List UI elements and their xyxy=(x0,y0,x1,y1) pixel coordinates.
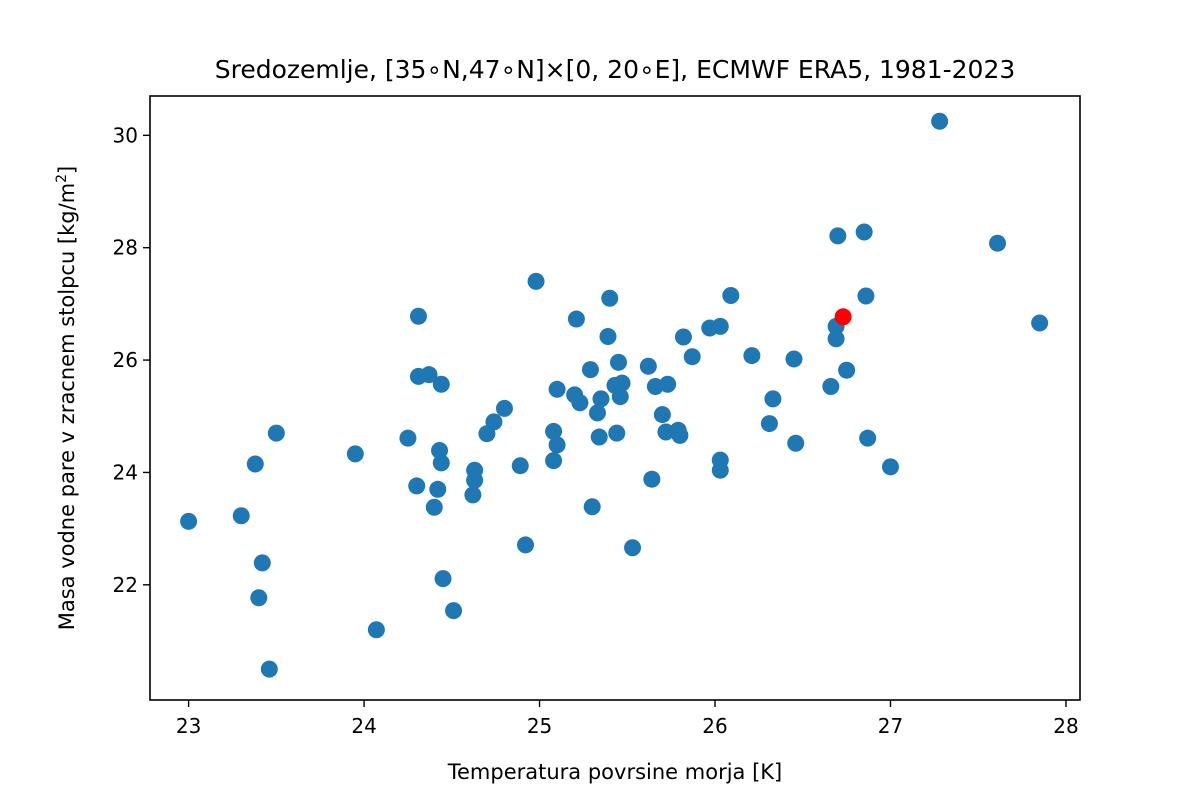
data-point xyxy=(246,455,264,473)
data-point xyxy=(989,234,1007,252)
data-point xyxy=(683,348,701,366)
data-point xyxy=(611,388,629,406)
data-point xyxy=(429,480,447,498)
x-tick-label: 26 xyxy=(702,714,727,738)
y-axis-label-main: Masa vodne pare v zracnem stolpcu [kg/m xyxy=(55,183,79,630)
data-point xyxy=(567,310,585,328)
x-tick-label: 24 xyxy=(351,714,376,738)
data-point xyxy=(855,223,873,241)
data-point xyxy=(581,361,599,379)
data-point xyxy=(583,498,601,516)
x-tick-label: 28 xyxy=(1053,714,1078,738)
data-point xyxy=(260,660,278,678)
data-point xyxy=(785,350,803,368)
data-point xyxy=(613,374,631,392)
data-point xyxy=(511,457,529,475)
data-point xyxy=(425,498,443,516)
data-point xyxy=(827,330,845,348)
data-point xyxy=(571,394,589,412)
data-point xyxy=(590,428,608,446)
x-tick-label: 27 xyxy=(878,714,903,738)
data-point xyxy=(610,353,628,371)
data-point xyxy=(653,406,671,424)
data-point xyxy=(495,399,513,417)
x-axis-label: Temperatura povrsine morja [K] xyxy=(447,760,783,784)
data-point xyxy=(931,112,949,130)
data-point xyxy=(545,452,563,470)
data-point xyxy=(624,539,642,557)
data-point xyxy=(367,621,385,639)
data-point xyxy=(517,536,535,554)
data-point xyxy=(588,404,606,422)
x-tick-label: 25 xyxy=(527,714,552,738)
data-point xyxy=(711,461,729,479)
data-point xyxy=(711,317,729,335)
y-tick-label: 28 xyxy=(113,236,138,260)
data-point xyxy=(787,434,805,452)
data-point xyxy=(760,415,778,433)
data-point xyxy=(420,366,438,384)
data-point xyxy=(432,454,450,472)
data-point xyxy=(857,287,875,305)
x-tick-label: 23 xyxy=(176,714,201,738)
y-axis-label-superscript: 2 xyxy=(54,174,70,183)
data-point xyxy=(346,445,364,463)
data-point xyxy=(743,347,761,365)
y-tick-label: 30 xyxy=(113,123,138,147)
y-tick-label: 26 xyxy=(113,348,138,372)
y-tick-label: 22 xyxy=(113,573,138,597)
plot-area-frame xyxy=(149,95,1081,701)
data-point xyxy=(548,380,566,398)
data-point xyxy=(527,272,545,290)
y-tick-label: 24 xyxy=(113,460,138,484)
data-point xyxy=(822,377,840,395)
data-point xyxy=(409,307,427,325)
data-point xyxy=(859,429,877,447)
data-point xyxy=(643,470,661,488)
data-point xyxy=(250,589,268,607)
data-point xyxy=(659,375,677,393)
y-axis-label: Masa vodne pare v zracnem stolpcu [kg/m2… xyxy=(54,166,79,631)
data-point xyxy=(466,471,484,489)
data-point xyxy=(829,227,847,245)
data-point xyxy=(464,486,482,504)
chart-title: Sredozemlje, [35∘N,47∘N]×[0, 20∘E], ECMW… xyxy=(215,55,1016,84)
data-point xyxy=(232,507,250,525)
data-point xyxy=(838,361,856,379)
y-axis-label-end: ] xyxy=(55,166,79,174)
data-point xyxy=(608,424,626,442)
data-point xyxy=(253,554,271,572)
data-point xyxy=(671,426,689,444)
data-point xyxy=(434,570,452,588)
data-points xyxy=(180,112,1049,678)
data-point xyxy=(599,327,617,345)
data-point xyxy=(1031,314,1049,332)
data-point xyxy=(722,286,740,304)
data-point xyxy=(881,458,899,476)
data-point xyxy=(399,429,417,447)
data-point xyxy=(639,357,657,375)
x-axis: 23 24 25 26 27 28 xyxy=(176,700,1079,738)
data-point xyxy=(764,390,782,408)
data-point xyxy=(548,436,566,454)
data-point xyxy=(485,413,503,431)
data-point xyxy=(180,512,198,530)
data-point xyxy=(408,477,426,495)
highlighted-data-point xyxy=(834,308,852,326)
data-point xyxy=(592,390,610,408)
data-point xyxy=(432,375,450,393)
data-point xyxy=(674,328,692,346)
data-point xyxy=(267,424,285,442)
data-point xyxy=(545,422,563,440)
data-point xyxy=(445,602,463,620)
data-point xyxy=(601,289,619,307)
y-axis: 22 24 26 28 30 xyxy=(113,123,150,597)
